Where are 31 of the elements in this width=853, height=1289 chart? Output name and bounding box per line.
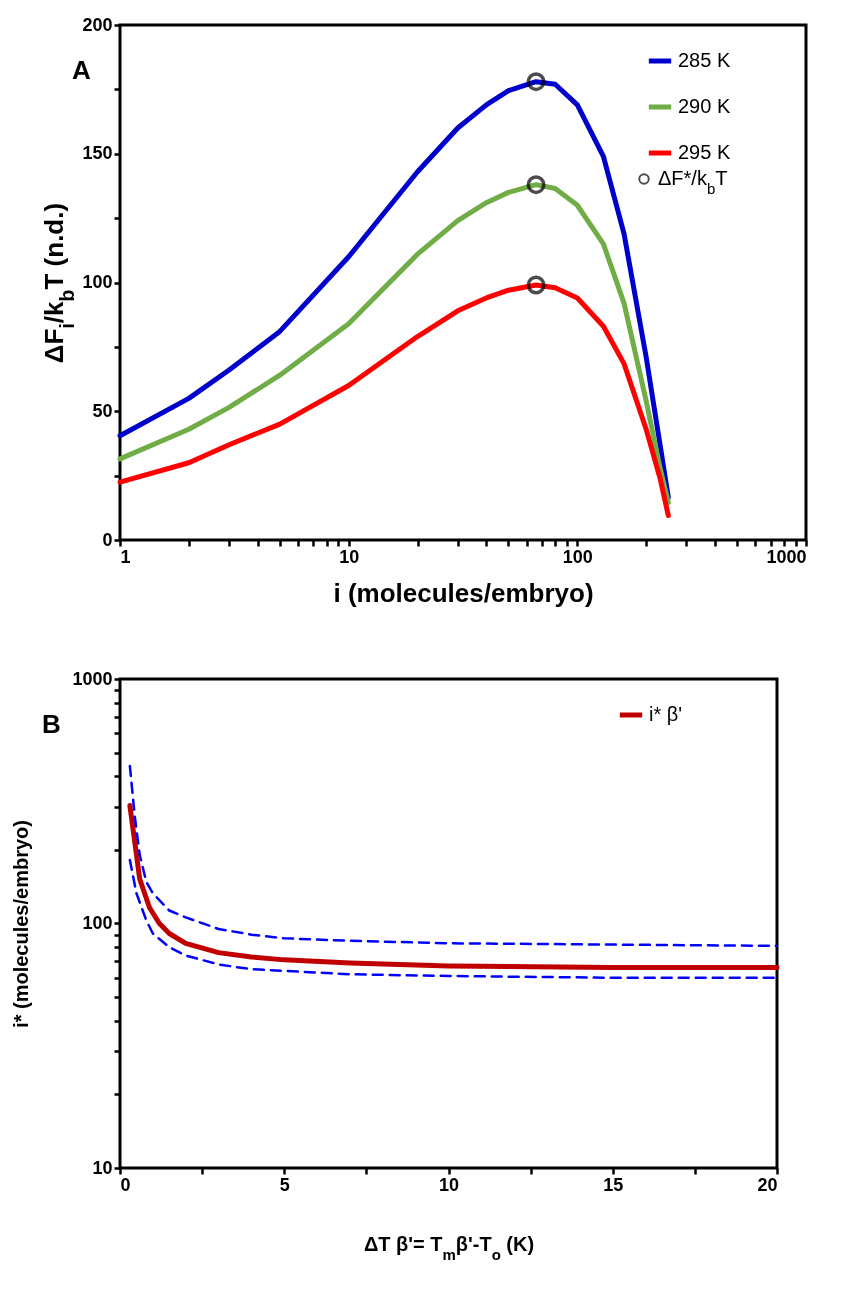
y-tick-label: 150 — [82, 143, 113, 164]
x-tick-label: 15 — [603, 1174, 624, 1195]
x-tick-label: 20 — [757, 1174, 778, 1195]
x-tick-label: 100 — [562, 546, 593, 567]
x-tick-label: 1000 — [766, 546, 807, 567]
y-tick-label: 10 — [92, 1157, 113, 1178]
y-tick-label: 100 — [82, 272, 113, 292]
x-tick-label: 10 — [339, 546, 360, 567]
text: A — [71, 55, 91, 85]
point — [526, 72, 546, 92]
point — [526, 175, 546, 195]
point — [526, 275, 546, 295]
x-axis-title: ΔT β'= T$_{m}$β'-T$_{o}$ (K) — [363, 1232, 535, 1262]
x-tick-label: 1 — [120, 546, 131, 567]
legend-label: 285 K — [678, 49, 731, 71]
y-tick-label: 0 — [102, 529, 113, 550]
line-series — [128, 764, 779, 948]
legend-label: i* β' — [649, 703, 683, 725]
legend-label: 295 K — [678, 141, 731, 163]
x-tick-label: 10 — [438, 1174, 460, 1195]
y-tick-label: 100 — [82, 913, 113, 933]
y-tick-label: 50 — [92, 400, 113, 421]
legend-label: ΔF*/k$_{b}$T — [658, 167, 728, 197]
text: B — [41, 709, 61, 739]
x-tick-label: 5 — [279, 1174, 290, 1195]
x-axis-title: i (molecules/embryo) — [333, 577, 594, 608]
y-axis-title: i* (molecules/embryo) — [10, 820, 33, 1028]
y-tick-label: 200 — [82, 14, 113, 35]
legend-label: 290 K — [678, 95, 731, 117]
y-tick-label: 1000 — [72, 668, 113, 689]
x-tick-label: 0 — [120, 1174, 131, 1195]
